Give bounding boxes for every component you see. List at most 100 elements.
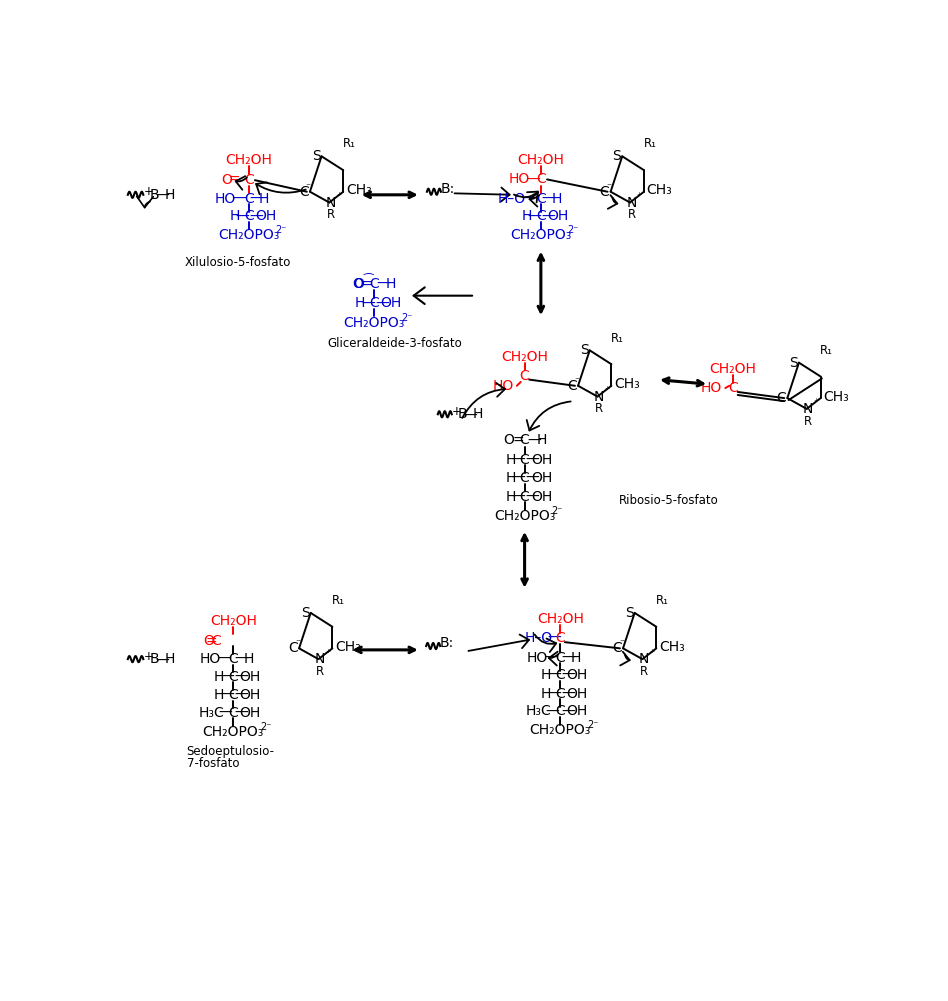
- Text: CH₂OPO₃: CH₂OPO₃: [203, 725, 264, 739]
- Text: —: —: [528, 209, 541, 223]
- Text: ⁺: ⁺: [813, 398, 819, 408]
- Text: O: O: [352, 277, 363, 291]
- Text: 2⁻: 2⁻: [260, 722, 271, 732]
- Text: H: H: [571, 651, 581, 665]
- Text: C: C: [228, 670, 238, 684]
- Text: CH₂OH: CH₂OH: [710, 361, 757, 375]
- Text: H: H: [386, 277, 396, 291]
- Text: H: H: [214, 670, 225, 684]
- Text: —: —: [527, 433, 540, 447]
- Text: —: —: [547, 669, 561, 683]
- Text: S: S: [625, 606, 633, 620]
- Text: Sedoeptulosio-: Sedoeptulosio-: [187, 745, 275, 758]
- Text: —: —: [512, 471, 525, 485]
- Text: S: S: [312, 149, 320, 163]
- Text: HO: HO: [526, 651, 548, 665]
- Text: ⁺: ⁺: [336, 192, 341, 202]
- Text: B: B: [458, 407, 467, 421]
- Text: O: O: [203, 634, 214, 648]
- Text: H–O: H–O: [498, 191, 525, 205]
- Text: O: O: [222, 173, 232, 187]
- Text: OH: OH: [531, 489, 553, 504]
- Text: S: S: [580, 343, 589, 357]
- Text: —: —: [541, 209, 556, 223]
- Text: C: C: [288, 642, 298, 656]
- Text: CH₂OPO₃: CH₂OPO₃: [218, 228, 280, 242]
- Text: CH₃: CH₃: [659, 640, 684, 654]
- Text: C: C: [211, 634, 221, 648]
- Text: +: +: [144, 650, 154, 663]
- Text: Ribosio-5-fosfato: Ribosio-5-fosfato: [618, 494, 719, 507]
- Text: =: =: [513, 434, 524, 448]
- Text: —: —: [155, 654, 169, 668]
- Text: 7-fosfato: 7-fosfato: [187, 757, 239, 770]
- Text: R₁: R₁: [343, 137, 356, 150]
- Text: —: —: [547, 632, 561, 646]
- Text: S: S: [301, 606, 310, 620]
- Text: H₃C: H₃C: [199, 706, 225, 720]
- Text: C: C: [520, 471, 530, 485]
- Text: —: —: [512, 452, 525, 466]
- Text: CH₂OPO₃: CH₂OPO₃: [510, 228, 572, 242]
- Text: N: N: [593, 389, 604, 403]
- Text: —: —: [217, 652, 230, 666]
- Text: —: —: [234, 652, 247, 666]
- Text: C: C: [520, 368, 530, 382]
- Text: R₁: R₁: [332, 595, 345, 607]
- Text: C: C: [228, 652, 238, 666]
- Text: CH₂OH: CH₂OH: [210, 614, 257, 628]
- Text: C: C: [228, 706, 238, 720]
- Text: N: N: [627, 195, 637, 209]
- Text: C: C: [370, 277, 379, 291]
- Text: —: —: [546, 705, 559, 719]
- Text: C: C: [536, 209, 546, 223]
- Text: —: —: [219, 706, 232, 720]
- Text: —: —: [249, 209, 264, 223]
- Text: O: O: [503, 433, 515, 447]
- Text: OH: OH: [381, 296, 402, 310]
- Text: C: C: [567, 378, 576, 392]
- Text: C: C: [556, 669, 565, 683]
- Text: R₁: R₁: [644, 137, 657, 150]
- Text: H: H: [244, 652, 254, 666]
- Text: C: C: [612, 642, 622, 656]
- Text: 2⁻: 2⁻: [552, 507, 563, 517]
- Text: B: B: [150, 188, 159, 202]
- Text: —: —: [234, 706, 247, 720]
- Text: —: —: [526, 172, 540, 186]
- Text: H: H: [541, 669, 552, 683]
- Text: C: C: [520, 433, 530, 447]
- Text: C: C: [556, 705, 565, 719]
- Text: ⁻: ⁻: [295, 639, 301, 649]
- Text: H: H: [164, 652, 174, 666]
- Text: CH₃: CH₃: [614, 377, 640, 391]
- Text: —: —: [376, 277, 391, 291]
- Text: —: —: [234, 689, 247, 703]
- Text: CH₃: CH₃: [335, 640, 361, 654]
- Text: B: B: [150, 652, 159, 666]
- Text: OH: OH: [567, 687, 588, 701]
- Text: Gliceraldeide-3-fosfato: Gliceraldeide-3-fosfato: [328, 337, 463, 350]
- Text: CH₃: CH₃: [346, 183, 372, 197]
- Text: CH₂OPO₃: CH₂OPO₃: [343, 315, 405, 329]
- Text: CH₂OPO₃: CH₂OPO₃: [494, 509, 556, 523]
- Text: OH: OH: [531, 471, 553, 485]
- Text: HO: HO: [701, 381, 722, 395]
- Text: H: H: [259, 191, 269, 205]
- Text: R: R: [804, 414, 812, 427]
- Text: H: H: [505, 471, 516, 485]
- Text: C: C: [244, 191, 253, 205]
- Text: C: C: [244, 173, 253, 187]
- Text: H: H: [521, 209, 532, 223]
- Text: —: —: [464, 408, 477, 422]
- Text: 2⁻: 2⁻: [276, 225, 287, 235]
- Text: OH: OH: [240, 706, 261, 720]
- Text: H: H: [541, 687, 552, 701]
- Text: C: C: [228, 689, 238, 703]
- Text: H: H: [214, 689, 225, 703]
- Text: R₁: R₁: [656, 595, 669, 607]
- Text: CH₂OH: CH₂OH: [226, 153, 272, 167]
- Text: —: —: [561, 687, 574, 701]
- Text: H: H: [537, 433, 547, 447]
- Text: ⁺: ⁺: [637, 192, 642, 202]
